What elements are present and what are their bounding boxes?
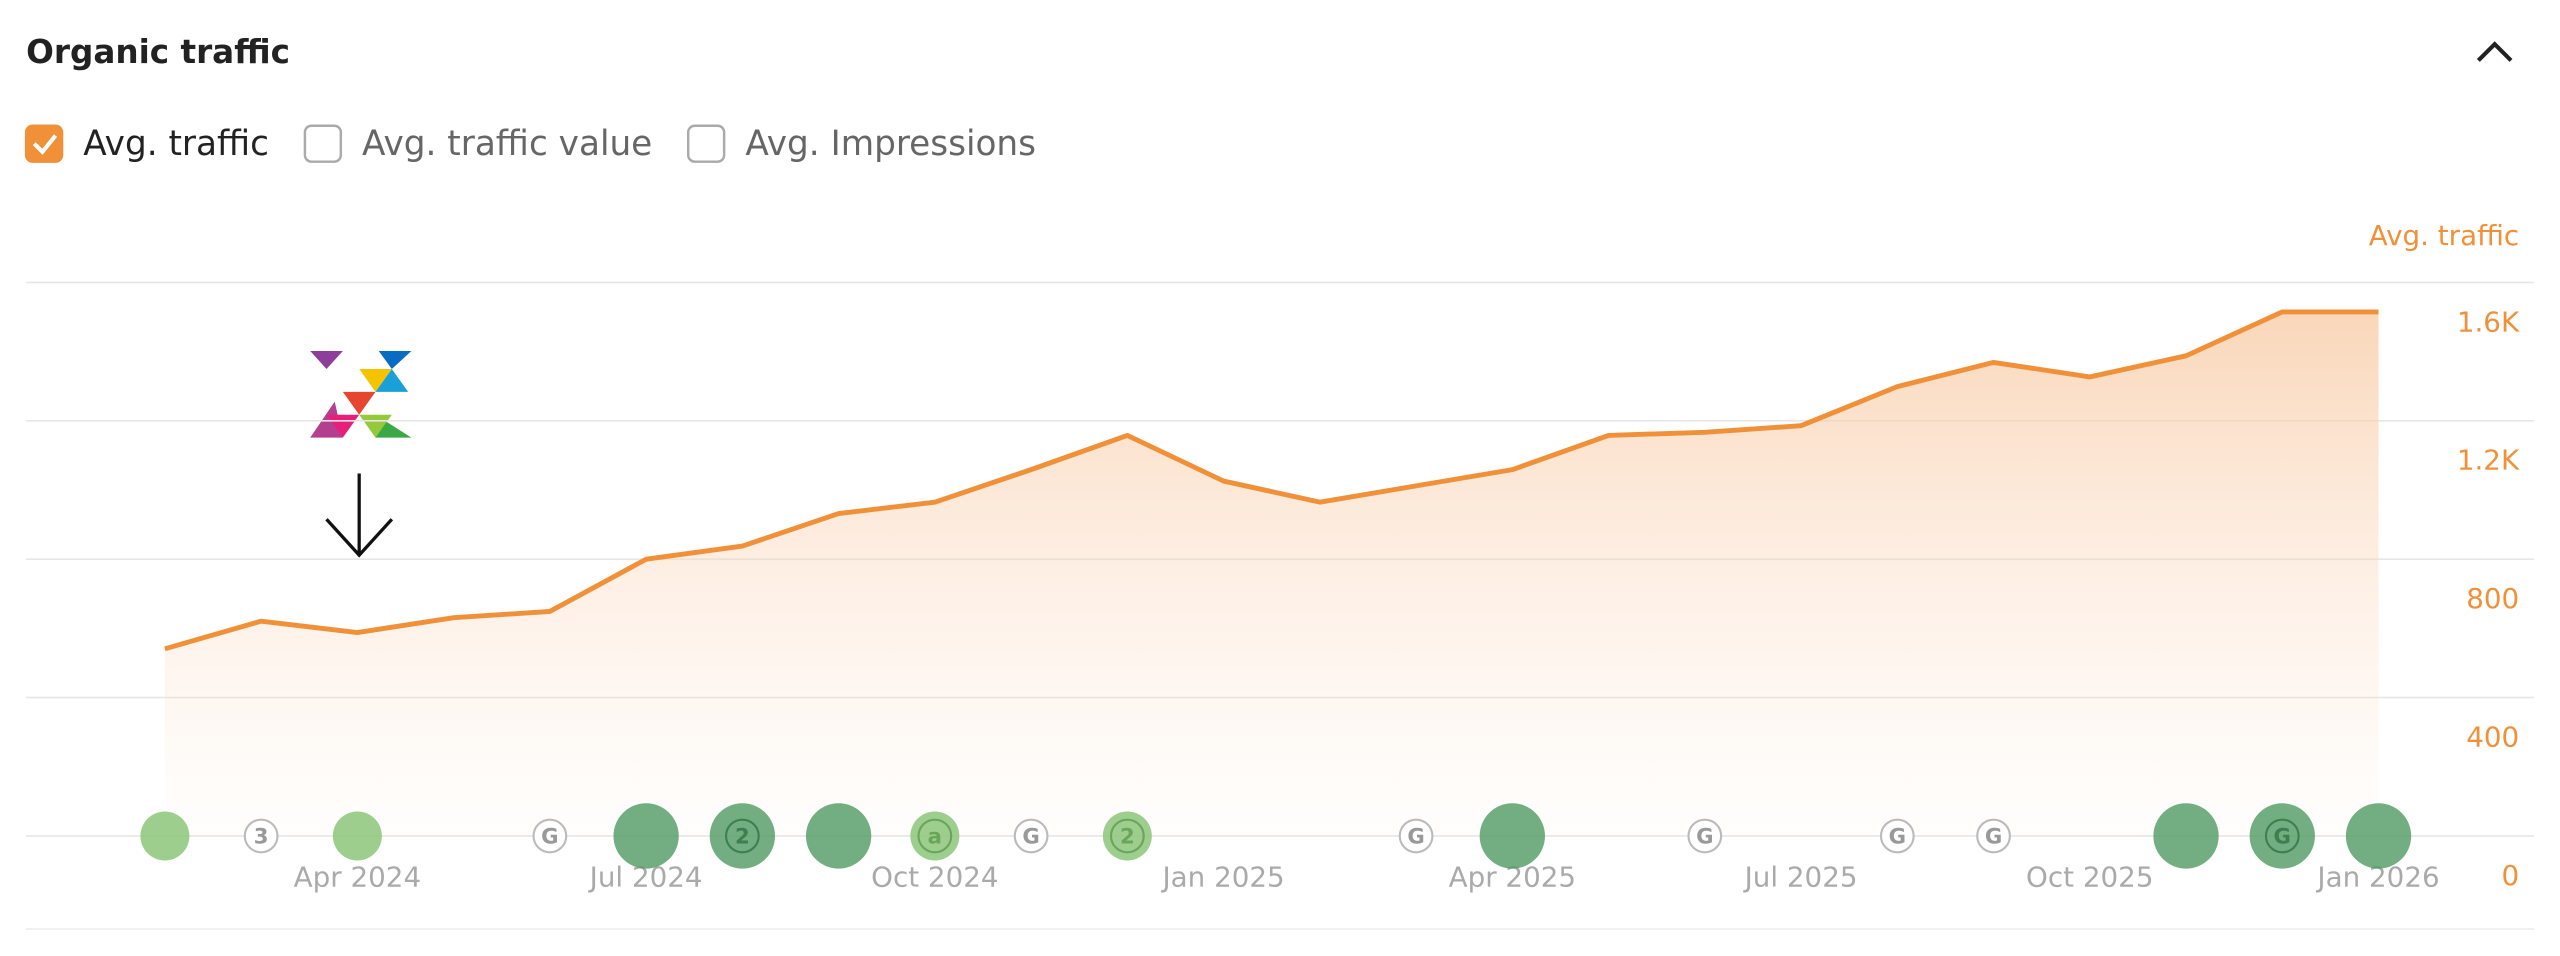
event-marker[interactable] bbox=[1479, 803, 1545, 869]
checkbox[interactable] bbox=[303, 124, 343, 163]
event-marker[interactable] bbox=[2153, 803, 2219, 869]
event-label: G bbox=[541, 825, 558, 850]
event-marker[interactable] bbox=[1879, 818, 1915, 854]
toggle-label: Avg. traffic bbox=[83, 124, 269, 164]
event-marker[interactable] bbox=[709, 803, 776, 869]
checkmark bbox=[32, 134, 58, 155]
event-marker[interactable] bbox=[140, 811, 190, 861]
plot: Avg. traffic 0 400 800 1.2K 1.6K Apr 2024 Jul 2… bbox=[26, 219, 2534, 893]
collapse-chevron[interactable] bbox=[2476, 41, 2513, 62]
event-marker[interactable] bbox=[2345, 803, 2412, 869]
annotation-logo bbox=[310, 351, 412, 558]
y-tick-label: 0 bbox=[2502, 859, 2520, 892]
panel-title: Organic traffic bbox=[26, 33, 290, 71]
event-badge bbox=[724, 818, 760, 854]
event-label: 2 bbox=[735, 825, 750, 850]
event-label: G bbox=[1022, 825, 1039, 850]
event-marker[interactable] bbox=[1398, 818, 1434, 854]
event-badge bbox=[2264, 818, 2300, 854]
event-marker[interactable] bbox=[1013, 818, 1049, 854]
area-fill bbox=[164, 311, 2379, 836]
event-marker[interactable] bbox=[805, 803, 872, 869]
event-badge bbox=[917, 818, 953, 854]
checkbox[interactable] bbox=[24, 124, 64, 163]
event-badge bbox=[1109, 818, 1145, 854]
y-tick-label: 400 bbox=[2466, 720, 2519, 753]
toggle-label: Avg. traffic value bbox=[362, 124, 652, 164]
toggle-group: Avg. traffic Avg. traffic value Avg. Impre… bbox=[24, 124, 1036, 164]
y-tick-label: 800 bbox=[2466, 582, 2519, 615]
event-label: G bbox=[1985, 825, 2002, 850]
y-tick-label: 1.6K bbox=[2457, 305, 2520, 338]
x-tick-label: Apr 2024 bbox=[294, 860, 421, 893]
event-label: G bbox=[1696, 825, 1713, 850]
x-tick-label: Jan 2025 bbox=[1160, 860, 1284, 893]
traffic-line bbox=[164, 309, 2379, 652]
toggle-label: Avg. Impressions bbox=[745, 124, 1036, 164]
checkbox[interactable] bbox=[686, 124, 726, 163]
event-marker[interactable] bbox=[613, 803, 679, 869]
event-marker[interactable] bbox=[243, 818, 279, 854]
event-marker[interactable] bbox=[532, 818, 568, 854]
x-tick-label: Jul 2025 bbox=[1743, 860, 1858, 893]
event-marker[interactable] bbox=[1976, 818, 2011, 854]
event-label: 3 bbox=[254, 825, 269, 850]
x-tick-label: Oct 2024 bbox=[871, 860, 998, 893]
y-tick-label: 1.2K bbox=[2457, 444, 2520, 477]
event-label: G bbox=[1407, 825, 1424, 850]
x-tick-label: Oct 2025 bbox=[2026, 860, 2153, 893]
event-marker[interactable] bbox=[332, 811, 382, 861]
event-label: 2 bbox=[1120, 825, 1135, 850]
event-label: G bbox=[1889, 825, 1906, 850]
y-axis-title: Avg. traffic bbox=[2369, 219, 2519, 252]
event-marker[interactable] bbox=[2249, 803, 2315, 869]
event-label: G bbox=[2274, 825, 2291, 850]
event-marker[interactable] bbox=[1687, 818, 1723, 854]
event-label: a bbox=[928, 825, 942, 850]
